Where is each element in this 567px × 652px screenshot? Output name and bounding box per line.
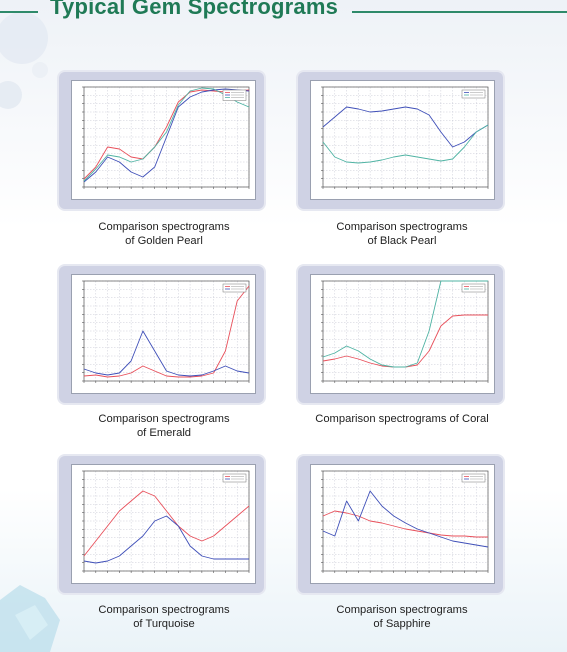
header-rule-left: [0, 11, 38, 13]
spectrogram-caption: Comparison spectrograms of Sapphire: [282, 603, 522, 631]
spectrogram-card-golden-pearl: [59, 72, 264, 209]
spectrogram-plot: [310, 274, 495, 394]
series-line-red: [322, 510, 488, 538]
legend: [461, 283, 486, 293]
spectrogram-plot: [71, 464, 256, 584]
spectrogram-card-black-pearl: [298, 72, 503, 209]
caption-line-2: of Turquoise: [133, 618, 195, 630]
series-line-blue: [322, 490, 489, 548]
plot-frame: [83, 280, 250, 382]
caption-line-2: of Sapphire: [373, 618, 431, 630]
caption-line-1: Comparison spectrograms of Coral: [315, 413, 489, 425]
series-line-blue: [83, 515, 249, 564]
legend-box: [461, 473, 486, 483]
spectrogram-chart: [82, 86, 250, 189]
spectrogram-chart: [321, 280, 489, 383]
caption-line-1: Comparison spectrograms: [98, 413, 230, 425]
plot-frame: [83, 470, 250, 572]
series-line-blue: [322, 106, 489, 148]
spectrogram-card-emerald: [59, 266, 264, 403]
series-line-teal: [322, 124, 489, 164]
bubble-decoration: [32, 62, 48, 78]
legend-box: [461, 283, 486, 293]
spectrogram-chart: [321, 470, 489, 573]
legend: [222, 283, 247, 293]
plot-frame: [322, 280, 489, 382]
caption-line-1: Comparison spectrograms: [98, 221, 230, 233]
series-line-red: [83, 490, 250, 557]
series-line-red: [83, 89, 250, 180]
spectrogram-chart: [82, 280, 250, 383]
caption-line-1: Comparison spectrograms: [336, 221, 468, 233]
spectrogram-plot: [310, 464, 495, 584]
spectrogram-chart: [82, 470, 250, 573]
section-title: Typical Gem Spectrograms: [50, 0, 339, 19]
legend: [461, 89, 486, 99]
spectrogram-card-sapphire: [298, 456, 503, 593]
spectrogram-chart: [321, 86, 489, 189]
caption-line-2: of Emerald: [136, 427, 192, 439]
legend-box: [461, 89, 486, 99]
spectrogram-plot: [310, 80, 495, 200]
series-line-teal: [322, 280, 488, 368]
caption-line-2: of Golden Pearl: [125, 235, 203, 247]
series-line-blue: [83, 330, 250, 377]
plot-frame: [322, 86, 489, 188]
spectrogram-caption: Comparison spectrograms of Emerald: [44, 412, 284, 440]
bubble-decoration: [0, 81, 22, 109]
spectrogram-caption: Comparison spectrograms of Golden Pearl: [44, 220, 284, 248]
caption-line-2: of Black Pearl: [367, 235, 437, 247]
series-line-blue: [83, 88, 250, 183]
spectrogram-caption: Comparison spectrograms of Coral: [282, 412, 522, 426]
spectrogram-card-coral: [298, 266, 503, 403]
spectrogram-plot: [71, 80, 256, 200]
spectrogram-card-turquoise: [59, 456, 264, 593]
legend: [222, 89, 247, 101]
spectrogram-caption: Comparison spectrograms of Black Pearl: [282, 220, 522, 248]
series-line-teal: [83, 87, 250, 182]
legend-box: [222, 283, 247, 293]
legend: [461, 473, 486, 483]
legend: [222, 473, 247, 483]
caption-line-1: Comparison spectrograms: [336, 604, 468, 616]
legend-box: [222, 473, 247, 483]
spectrogram-plot: [71, 274, 256, 394]
caption-line-1: Comparison spectrograms: [98, 604, 230, 616]
section-header: Typical Gem Spectrograms: [0, 0, 567, 26]
plot-frame: [322, 470, 489, 572]
plot-frame: [83, 86, 250, 188]
series-line-red: [83, 285, 250, 378]
header-rule-right: [352, 11, 567, 13]
spectrogram-caption: Comparison spectrograms of Turquoise: [44, 603, 284, 631]
